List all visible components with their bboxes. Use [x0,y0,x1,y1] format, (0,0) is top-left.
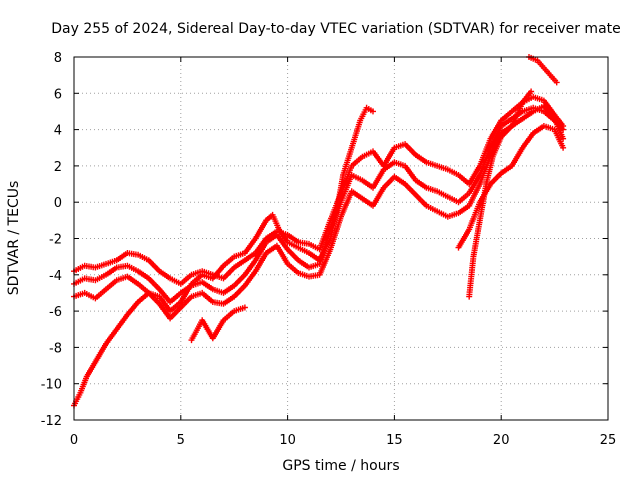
scatter-points [466,88,535,300]
scatter-points [526,54,560,86]
y-tick-label: -2 [49,233,62,248]
y-tick-label: -4 [49,269,62,284]
y-tick-label: -12 [41,414,62,429]
series-arc-7 [466,88,535,300]
y-tick-label: 6 [54,87,62,102]
scatter-points [71,104,376,409]
x-tick-label: 20 [493,433,510,448]
x-tick-label: 15 [386,433,403,448]
y-axis-label: SDTVAR / TECUs [6,181,22,296]
series-arc-8 [526,54,560,86]
x-tick-label: 0 [70,433,78,448]
x-tick-label: 10 [279,433,296,448]
grid [73,56,609,421]
x-axis-label: GPS time / hours [282,458,399,474]
plot-frame [73,56,609,421]
y-tick-label: 8 [54,51,62,66]
x-tick-label: 25 [600,433,617,448]
y-tick-label: 0 [54,196,62,211]
series-arc-5 [188,304,248,344]
chart-title: Day 255 of 2024, Sidereal Day-to-day VTE… [51,21,621,37]
y-tick-label: 4 [54,124,62,139]
scatter-points [188,304,248,344]
y-tick-label: -10 [41,378,62,393]
series-arc-1 [71,104,376,409]
y-tick-label: -6 [49,305,62,320]
y-tick-label: -8 [49,341,62,356]
y-tick-label: 2 [54,160,62,175]
data-marks [71,54,567,409]
x-tick-label: 5 [177,433,185,448]
